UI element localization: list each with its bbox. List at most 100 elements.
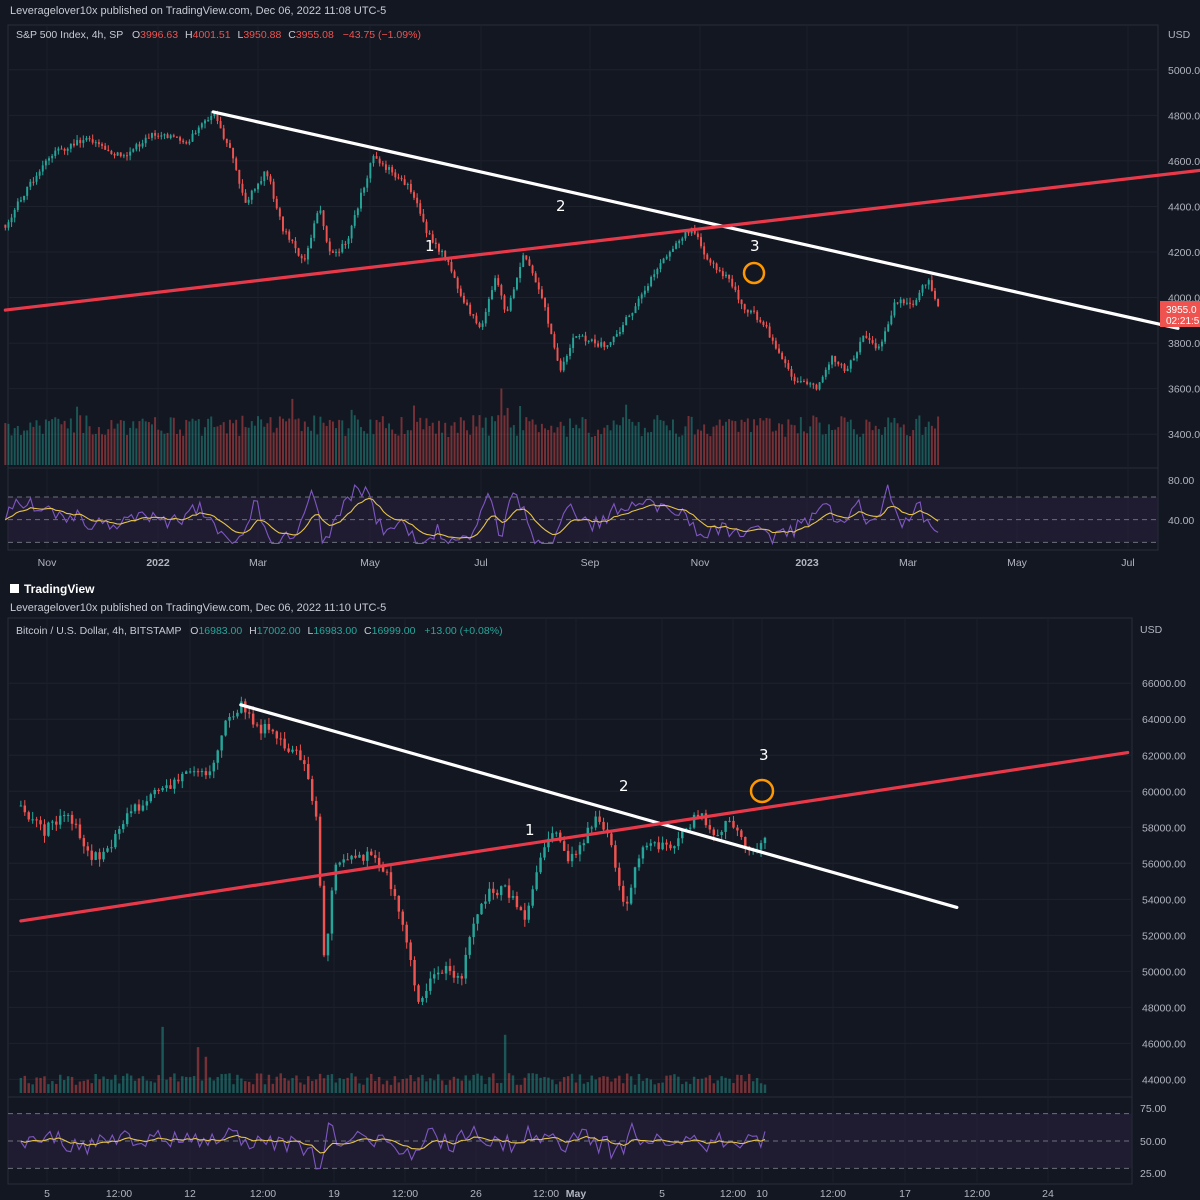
- candle-body: [598, 816, 601, 822]
- volume-bar: [107, 429, 110, 465]
- rsi-line: [4, 483, 939, 546]
- volume-bar: [675, 433, 678, 465]
- volume-bar: [472, 1074, 475, 1093]
- candle-body: [182, 140, 185, 143]
- volume-bar: [597, 429, 600, 465]
- volume-bar: [657, 1083, 660, 1093]
- volume-bar: [668, 430, 671, 465]
- volume-bar: [422, 429, 425, 465]
- volume-bar: [409, 430, 412, 465]
- candle-body: [114, 833, 117, 848]
- volume-bar: [509, 427, 512, 465]
- volume-bar: [562, 425, 565, 465]
- time-tick-label: 12:00: [533, 1188, 559, 1200]
- candle-body: [29, 181, 32, 187]
- price-tick-label: 4400.00: [1168, 201, 1200, 213]
- volume-bar: [334, 1082, 338, 1093]
- candle-body: [641, 847, 645, 859]
- candle-body: [818, 382, 821, 390]
- candle-body: [57, 148, 60, 151]
- candle-body: [759, 319, 762, 322]
- volume-bar: [537, 432, 540, 465]
- volume-bar: [204, 1056, 208, 1093]
- candle-body: [509, 298, 512, 311]
- candle-body: [450, 261, 453, 272]
- volume-bar: [366, 1077, 369, 1093]
- candle-body: [856, 352, 858, 359]
- volume-bar: [425, 418, 428, 465]
- volume-bar: [370, 1073, 373, 1093]
- volume-bar: [251, 1084, 255, 1093]
- candle-body: [539, 857, 542, 873]
- candle-body: [372, 156, 375, 164]
- volume-bar: [572, 427, 575, 465]
- volume-bar: [523, 1077, 527, 1093]
- volume-bar: [677, 1076, 680, 1093]
- volume-bar: [484, 1084, 487, 1093]
- candle-body: [497, 278, 500, 286]
- volume-bar: [837, 427, 840, 465]
- volume-bar: [584, 419, 587, 465]
- candle-body: [849, 360, 852, 369]
- candle-body: [125, 813, 129, 825]
- candle-body: [512, 289, 515, 299]
- candle-body: [562, 361, 565, 371]
- volume-bar: [725, 421, 727, 465]
- candle-body: [409, 183, 412, 193]
- candle-body: [488, 888, 491, 902]
- candle-body: [110, 150, 113, 155]
- volume-bar: [294, 419, 297, 465]
- volume-bar: [179, 429, 182, 465]
- candle-body: [106, 848, 109, 852]
- time-tick-label: Sep: [581, 557, 600, 569]
- candle-body: [796, 381, 799, 383]
- volume-bar: [313, 415, 316, 465]
- candle-body: [166, 134, 169, 139]
- volume-bar: [389, 1084, 393, 1093]
- volume-bar: [350, 1073, 353, 1093]
- volume-bar: [818, 422, 821, 465]
- volume-bar: [499, 1082, 503, 1093]
- candle-body: [31, 819, 34, 821]
- change-value: −43.75 (−1.09%): [343, 29, 421, 41]
- volume-bar: [157, 429, 160, 465]
- volume-bar: [709, 436, 712, 465]
- volume-bar: [10, 435, 13, 465]
- volume-bar: [204, 427, 206, 465]
- candle-body: [66, 148, 69, 151]
- candle-body: [263, 171, 266, 182]
- trendlines: [3, 110, 1200, 330]
- volume-bar: [665, 425, 668, 465]
- candle-body: [350, 855, 353, 860]
- volume-bar: [54, 417, 57, 465]
- volume-bar: [815, 417, 818, 465]
- volume-bar: [48, 421, 50, 465]
- candle-body: [160, 135, 163, 137]
- candle-body: [207, 120, 210, 122]
- candle-body: [154, 133, 157, 136]
- tradingview-brand: TradingView: [10, 582, 95, 596]
- volume-bar: [347, 428, 350, 465]
- volume-bar: [63, 420, 66, 465]
- candle-body: [135, 144, 138, 150]
- candle-body: [263, 724, 267, 734]
- publisher-line: Leveragelover10x published on TradingVie…: [10, 5, 386, 17]
- volume-bar: [224, 1073, 227, 1093]
- volume-bar: [462, 420, 465, 465]
- candle-body: [421, 997, 424, 1002]
- volume-bar: [300, 431, 303, 465]
- candle-body: [803, 381, 805, 383]
- candle-body: [787, 363, 790, 370]
- volume-bar: [540, 423, 543, 465]
- price-tick-label: 62000.00: [1142, 750, 1186, 762]
- candle-body: [384, 164, 387, 170]
- candle-body: [90, 850, 93, 860]
- candle-body: [7, 222, 10, 228]
- volume-bar: [612, 420, 615, 465]
- candle-body: [481, 323, 484, 327]
- volume-bar: [685, 1081, 688, 1093]
- volume-bar: [693, 434, 696, 465]
- volume-bar: [400, 417, 403, 465]
- candle-body: [721, 271, 724, 277]
- volume-bar: [232, 423, 235, 465]
